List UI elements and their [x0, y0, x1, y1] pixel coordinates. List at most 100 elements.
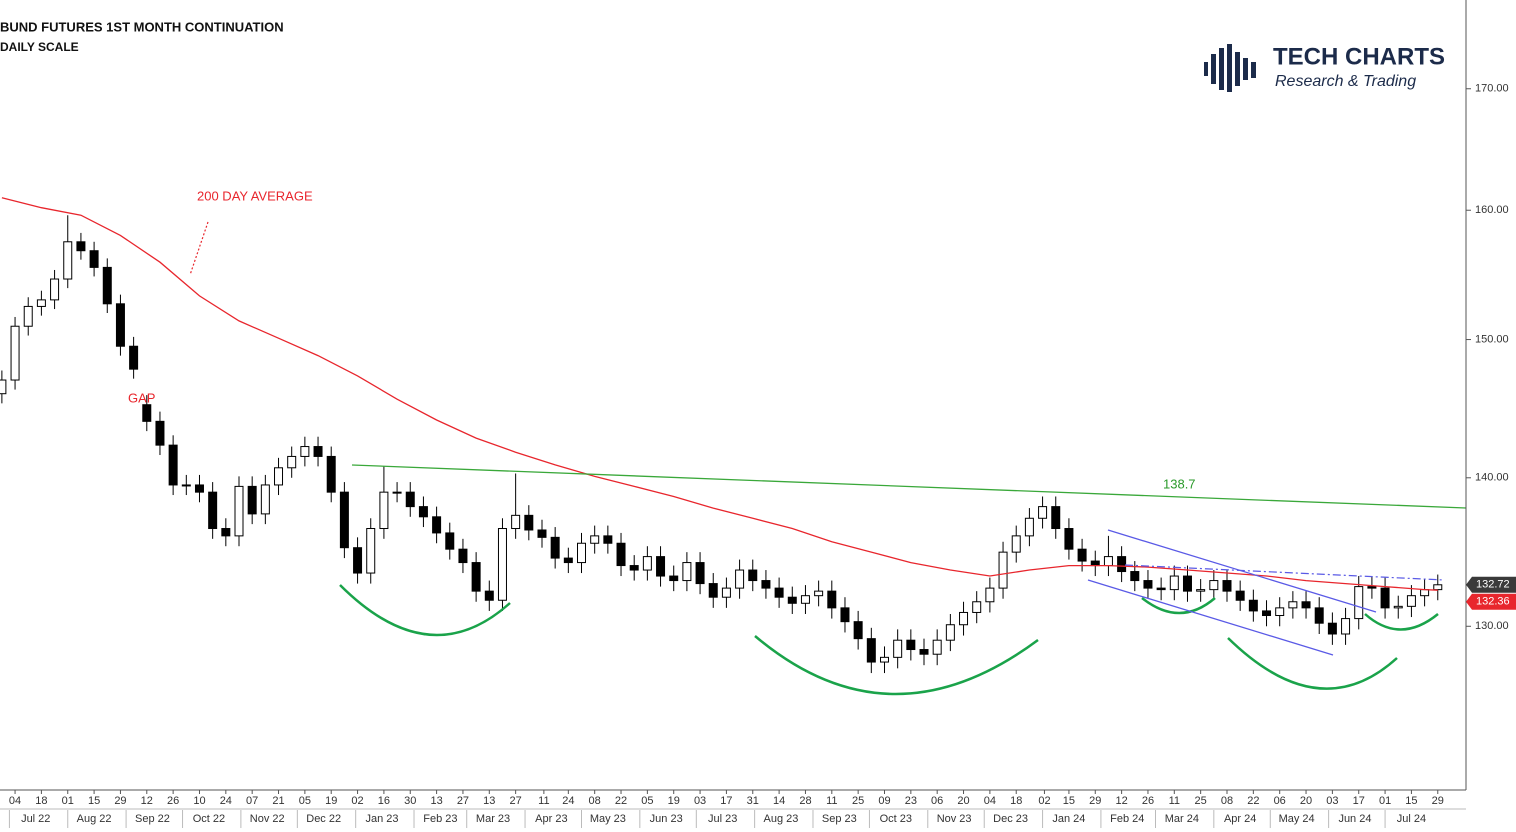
- x-tick-label: 05: [299, 795, 311, 807]
- candle-body: [906, 639, 916, 651]
- candle-body: [366, 528, 376, 574]
- candle-body: [1038, 506, 1048, 519]
- channel-line: [1087, 579, 1334, 656]
- x-tick-label: 11: [826, 795, 837, 807]
- month-label: Jul 23: [708, 813, 737, 825]
- x-tick-label: 01: [1379, 795, 1391, 807]
- candle-body: [879, 656, 889, 663]
- x-tick-label: 08: [589, 795, 601, 807]
- candle-body: [155, 420, 165, 446]
- pattern-arc: [1364, 613, 1439, 631]
- month-label: Sep 22: [135, 813, 170, 825]
- candle-body: [642, 556, 652, 571]
- candle-body: [893, 639, 903, 658]
- x-tick-label: 27: [510, 795, 522, 807]
- candle-body: [129, 345, 139, 370]
- candle-body: [814, 590, 824, 597]
- candle-body: [800, 595, 810, 604]
- candle-body: [326, 455, 336, 493]
- x-tick-label: 18: [35, 795, 47, 807]
- candle-body: [1354, 586, 1364, 620]
- candle-body: [1077, 548, 1087, 562]
- candle-body: [853, 621, 863, 640]
- x-tick-label: 20: [957, 795, 969, 807]
- candle-body: [945, 624, 955, 641]
- candle-body: [1380, 587, 1390, 609]
- x-tick-label: 24: [562, 795, 574, 807]
- x-tick-label: 25: [852, 795, 864, 807]
- candle-body: [563, 557, 573, 564]
- candle-body: [274, 467, 284, 486]
- candle-body: [405, 491, 415, 508]
- x-tick-label: 21: [272, 795, 284, 807]
- candle-body: [590, 535, 600, 544]
- candle-body: [168, 444, 178, 486]
- x-tick-label: 06: [931, 795, 943, 807]
- x-tick-label: 26: [167, 795, 179, 807]
- candle-body: [76, 241, 86, 252]
- candle-body: [432, 516, 442, 534]
- candle-body: [102, 266, 112, 305]
- x-tick-label: 03: [1326, 795, 1338, 807]
- candle-body: [36, 299, 46, 307]
- x-tick-label: 20: [1300, 795, 1312, 807]
- candle-body: [616, 542, 626, 567]
- candle-body: [827, 590, 837, 609]
- x-tick-label: 17: [1353, 795, 1365, 807]
- month-label: Oct 23: [880, 813, 912, 825]
- candle-body: [1117, 556, 1127, 573]
- candle-body: [1393, 605, 1403, 609]
- candle-body: [1130, 571, 1140, 582]
- pattern-arc: [754, 635, 1039, 696]
- x-tick-label: 03: [694, 795, 706, 807]
- x-tick-label: 18: [1010, 795, 1022, 807]
- x-tick-label: 31: [747, 795, 759, 807]
- candle-body: [1248, 599, 1258, 612]
- pattern-arc: [1227, 637, 1398, 690]
- x-tick-label: 07: [246, 795, 258, 807]
- candle-body: [221, 528, 231, 537]
- candle-body: [0, 379, 7, 395]
- x-tick-label: 09: [878, 795, 890, 807]
- month-label: Jan 24: [1052, 813, 1085, 825]
- candle-body: [708, 583, 718, 598]
- moving-average-line: [1, 197, 1438, 591]
- candle-body: [1011, 535, 1021, 553]
- x-tick-label: 25: [1195, 795, 1207, 807]
- ma-label: 200 DAY AVERAGE: [197, 188, 313, 203]
- candle-body: [577, 542, 587, 564]
- month-label: Mar 24: [1165, 813, 1199, 825]
- candle-body: [1327, 622, 1337, 635]
- candle-body: [998, 551, 1008, 589]
- month-label: Jun 24: [1338, 813, 1371, 825]
- x-tick-label: 24: [220, 795, 232, 807]
- x-tick-label: 29: [114, 795, 126, 807]
- y-tick-label: 140.00: [1475, 472, 1509, 484]
- x-tick-label: 11: [538, 795, 549, 807]
- candle-body: [1341, 618, 1351, 635]
- candle-body: [550, 536, 560, 559]
- candle-body: [484, 590, 494, 601]
- x-tick-label: 19: [325, 795, 337, 807]
- candle-body: [497, 528, 507, 601]
- x-tick-label: 12: [1115, 795, 1127, 807]
- candle-body: [1235, 590, 1245, 601]
- logo-subtitle: Research & Trading: [1275, 73, 1416, 90]
- x-tick-label: 13: [483, 795, 495, 807]
- x-tick-label: 27: [457, 795, 469, 807]
- candle-body: [629, 565, 639, 571]
- candle-body: [1301, 601, 1311, 609]
- candle-body: [379, 491, 389, 530]
- candle-body: [1143, 580, 1153, 589]
- candle-body: [669, 575, 679, 582]
- candle-body: [445, 532, 455, 550]
- candle-body: [247, 485, 257, 515]
- candle-body: [115, 303, 125, 347]
- candle-body: [748, 569, 758, 582]
- candle-body: [1156, 587, 1166, 591]
- candle-body: [695, 562, 705, 585]
- candle-body: [1420, 589, 1430, 597]
